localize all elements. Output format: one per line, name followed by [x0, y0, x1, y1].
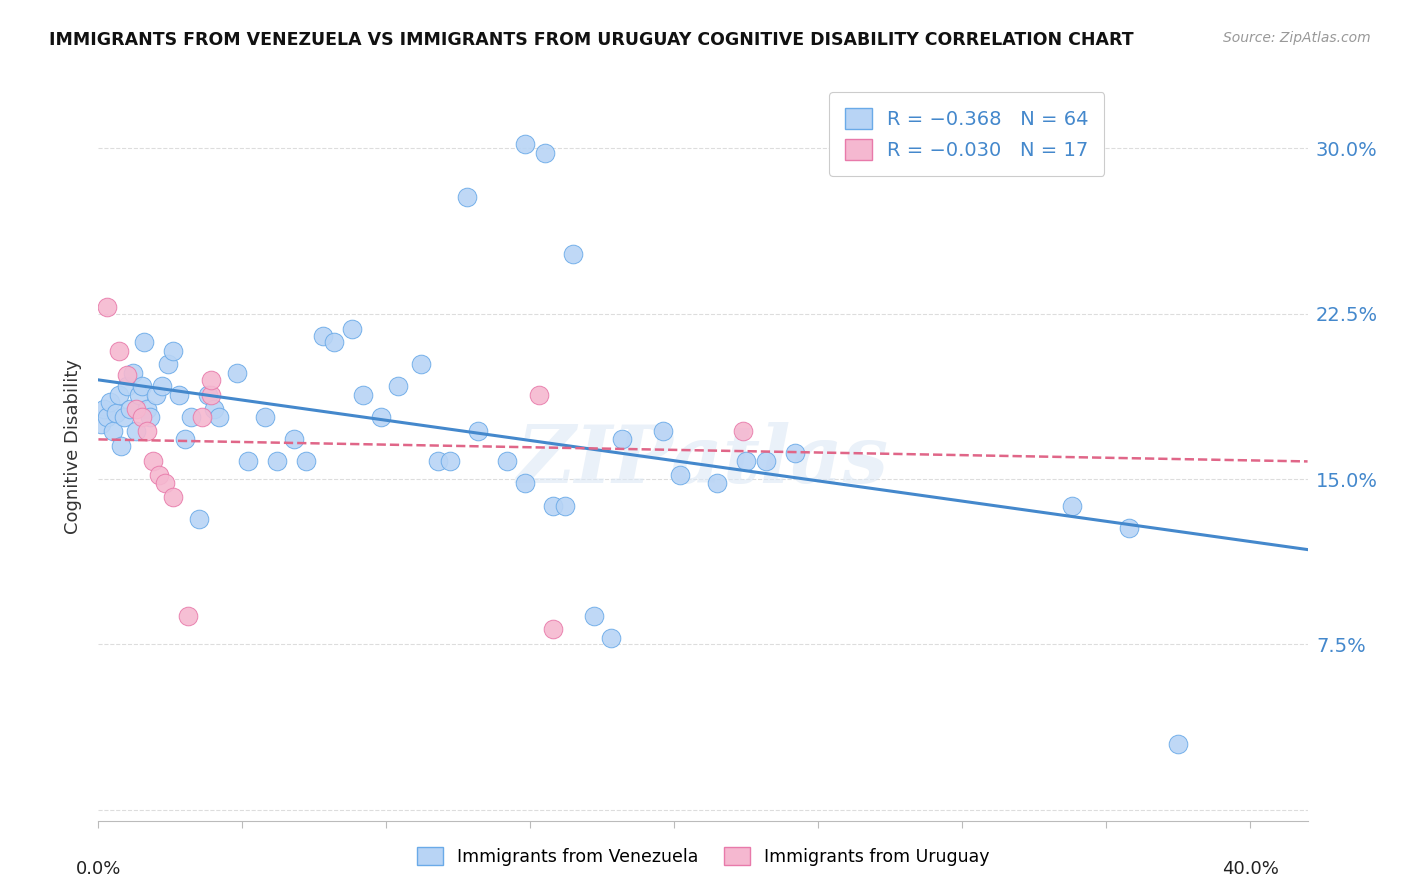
Point	[101, 424, 124, 438]
Point	[125, 424, 148, 438]
Point	[543, 499, 565, 513]
Point	[706, 476, 728, 491]
Point	[543, 622, 565, 636]
Point	[125, 401, 148, 416]
Point	[156, 358, 179, 372]
Point	[145, 388, 167, 402]
Point	[323, 335, 346, 350]
Point	[733, 424, 755, 438]
Point	[312, 328, 335, 343]
Point	[131, 379, 153, 393]
Point	[110, 439, 132, 453]
Point	[139, 410, 162, 425]
Point	[96, 410, 118, 425]
Point	[134, 335, 156, 350]
Legend: Immigrants from Venezuela, Immigrants from Uruguay: Immigrants from Venezuela, Immigrants fr…	[409, 840, 997, 872]
Point	[236, 454, 259, 468]
Point	[266, 454, 288, 468]
Point	[176, 608, 198, 623]
Point	[191, 410, 214, 425]
Point	[162, 344, 184, 359]
Point	[456, 190, 478, 204]
Point	[115, 379, 138, 393]
Point	[533, 145, 555, 160]
Point	[562, 247, 585, 261]
Point	[554, 499, 576, 513]
Point	[93, 401, 115, 416]
Point	[167, 388, 190, 402]
Point	[409, 358, 432, 372]
Point	[513, 476, 536, 491]
Point	[208, 410, 231, 425]
Point	[496, 454, 519, 468]
Point	[131, 410, 153, 425]
Point	[98, 395, 121, 409]
Point	[225, 366, 247, 380]
Point	[582, 608, 605, 623]
Point	[651, 424, 673, 438]
Point	[439, 454, 461, 468]
Text: 40.0%: 40.0%	[1222, 860, 1278, 879]
Point	[513, 137, 536, 152]
Point	[153, 476, 176, 491]
Text: Source: ZipAtlas.com: Source: ZipAtlas.com	[1223, 31, 1371, 45]
Point	[1118, 520, 1140, 534]
Point	[755, 454, 778, 468]
Point	[200, 373, 222, 387]
Point	[136, 401, 159, 416]
Point	[254, 410, 277, 425]
Point	[112, 410, 135, 425]
Point	[188, 512, 211, 526]
Point	[96, 300, 118, 314]
Point	[669, 467, 692, 482]
Point	[599, 631, 621, 645]
Point	[735, 454, 758, 468]
Point	[1060, 499, 1083, 513]
Point	[1167, 737, 1189, 751]
Legend: R = −0.368   N = 64, R = −0.030   N = 17: R = −0.368 N = 64, R = −0.030 N = 17	[830, 92, 1104, 176]
Point	[173, 433, 195, 447]
Text: ZIPatlas: ZIPatlas	[517, 422, 889, 500]
Point	[122, 366, 145, 380]
Point	[148, 467, 170, 482]
Point	[370, 410, 392, 425]
Point	[90, 417, 112, 431]
Point	[115, 368, 138, 383]
Point	[150, 379, 173, 393]
Point	[283, 433, 305, 447]
Point	[200, 388, 222, 402]
Point	[202, 401, 225, 416]
Point	[387, 379, 409, 393]
Point	[128, 388, 150, 402]
Point	[107, 388, 129, 402]
Point	[136, 424, 159, 438]
Text: 0.0%: 0.0%	[76, 860, 121, 879]
Point	[340, 322, 363, 336]
Point	[294, 454, 316, 468]
Point	[467, 424, 489, 438]
Point	[612, 433, 634, 447]
Point	[785, 445, 807, 459]
Point	[162, 490, 184, 504]
Point	[142, 454, 165, 468]
Point	[427, 454, 450, 468]
Point	[352, 388, 374, 402]
Point	[120, 401, 142, 416]
Point	[197, 388, 219, 402]
Text: IMMIGRANTS FROM VENEZUELA VS IMMIGRANTS FROM URUGUAY COGNITIVE DISABILITY CORREL: IMMIGRANTS FROM VENEZUELA VS IMMIGRANTS …	[49, 31, 1133, 49]
Point	[180, 410, 202, 425]
Point	[527, 388, 550, 402]
Point	[104, 406, 127, 420]
Y-axis label: Cognitive Disability: Cognitive Disability	[63, 359, 82, 533]
Point	[107, 344, 129, 359]
